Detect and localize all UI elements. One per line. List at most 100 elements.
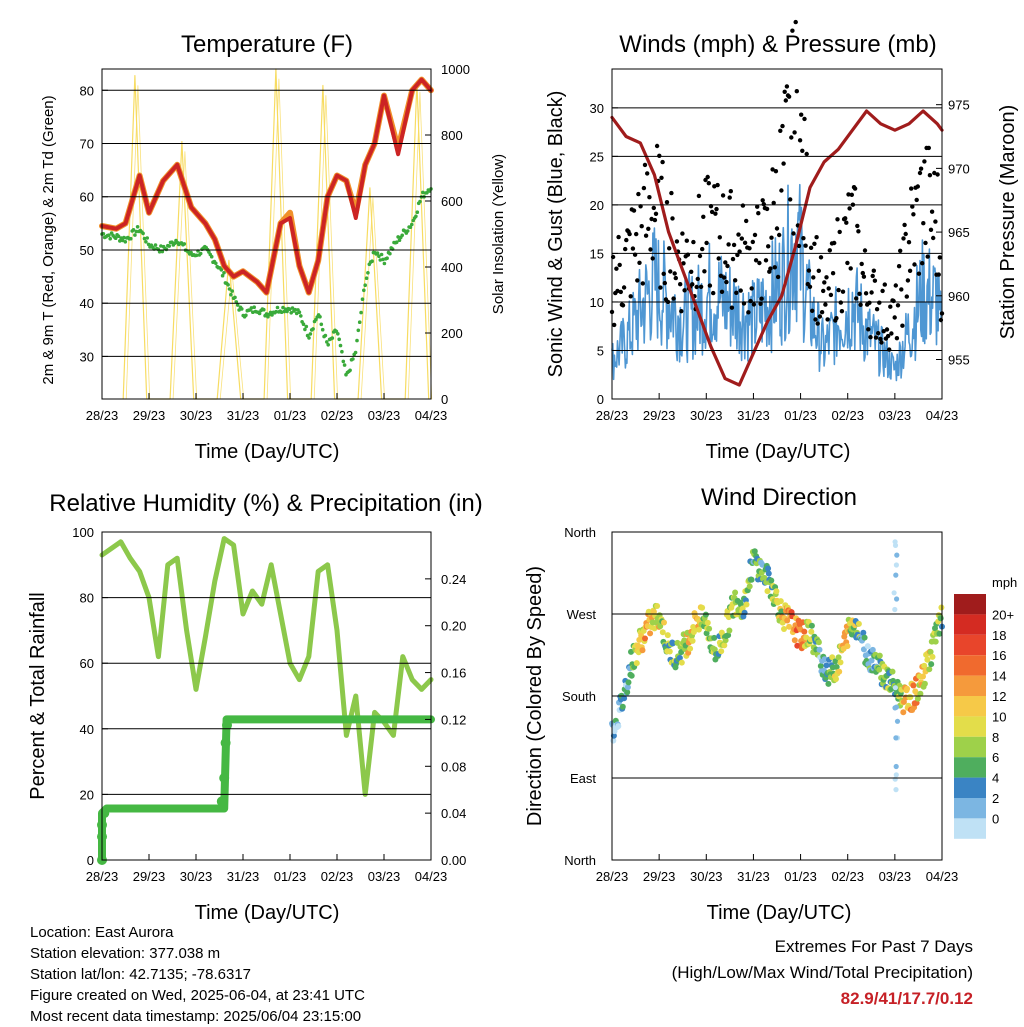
y2-tick-label: 965 [948,225,970,240]
dewpoint-point [264,312,269,316]
direction-point [628,648,634,655]
dewpoint-point [135,225,140,229]
colorbar-cell [954,716,986,737]
winds-series [609,19,945,387]
direction-outlier [892,776,898,782]
dewpoint-point [252,305,256,310]
colorbar-label: 6 [992,750,999,765]
direction-point [821,656,828,663]
direction-point [914,695,921,702]
gust-point [755,204,760,209]
gust-point [877,300,882,305]
dewpoint-point [281,305,285,310]
gust-point [715,182,720,188]
precip-point [216,796,227,807]
y-tick-label: 30 [80,349,94,364]
gust-point [631,208,637,213]
direction-point [836,668,843,675]
gust-point [937,255,942,260]
gust-point [729,305,735,310]
y2-tick-label: 800 [441,128,463,143]
dewpoint-point [159,244,163,248]
gust-point [806,268,812,273]
gust-point [697,253,703,259]
y-tick-label: 20 [80,787,94,802]
gust-point [658,285,663,290]
gust-point [652,217,658,223]
extremes-legend: (High/Low/Max Wind/Total Precipitation) [671,963,973,982]
direction-point [926,666,933,673]
gust-point [861,274,867,279]
dewpoint-point [289,311,294,315]
gust-point [815,321,820,326]
gust-point [701,214,706,219]
gust-point [684,238,689,243]
gust-point [714,206,719,212]
gust-point [645,171,650,176]
gust-point [681,261,686,266]
x-tick-label: 31/23 [737,869,770,884]
gust-point [929,209,935,214]
gust-point [882,282,887,287]
dewpoint-point [397,238,402,242]
gust-point [873,335,879,340]
direction-point [628,672,635,679]
direction-point [746,583,753,590]
direction-outlier [892,606,898,613]
direction-point [778,608,785,615]
direction-point [910,682,917,689]
dewpoint-point [145,236,149,240]
gust-point [774,226,780,231]
y-tick-label: East [570,771,596,786]
y2-tick-label: 970 [948,161,970,176]
dewpoint-point [297,310,302,315]
gust-point [630,246,636,251]
gust-point [813,317,818,322]
dewpoint-point [123,240,128,244]
direction-point [721,642,728,649]
gust-point [712,184,717,189]
humidity-panel: Relative Humidity (%) & Precipitation (i… [27,490,483,924]
direction-point [876,666,883,673]
gust-point [702,269,707,274]
gust-point [711,290,716,296]
gust-point [614,266,619,271]
gust-point [700,246,705,252]
temperature-series [99,68,434,400]
direction-outlier [893,772,899,778]
dewpoint-point [189,250,193,255]
dewpoint-point [116,234,121,238]
dewpoint-point [153,243,158,247]
gust-point [931,235,936,241]
direction-point [765,565,772,572]
gust-point [885,333,891,339]
direction-point [711,646,718,653]
direction-point [917,690,924,697]
gust-point [777,232,782,238]
dewpoint-point [262,307,266,312]
dewpoint-point [336,332,340,336]
gust-point [909,186,914,191]
gust-point [748,298,753,304]
dewpoint-point [220,273,225,278]
direction-point [743,601,750,608]
x-tick-label: 04/23 [415,869,448,884]
gust-point [887,347,892,352]
gust-point [780,123,785,129]
gust-point [736,232,741,237]
gust-point [678,282,683,287]
direction-point [702,611,709,618]
dewpoint-point [299,314,303,318]
y-tick-label: 50 [80,243,94,258]
direction-point [741,609,748,616]
gust-point [878,336,883,342]
gust-point [782,89,787,95]
gust-point [731,242,737,248]
gust-point [709,209,715,215]
gust-point [794,89,799,94]
y-tick-label: 0 [597,392,604,407]
station-latlon: Station lat/lon: 42.7135; -78.6317 [30,966,252,983]
direction-ylabel-left: Direction (Colored By Speed) [524,566,546,826]
gust-point [649,216,654,222]
dewpoint-point [342,363,347,367]
